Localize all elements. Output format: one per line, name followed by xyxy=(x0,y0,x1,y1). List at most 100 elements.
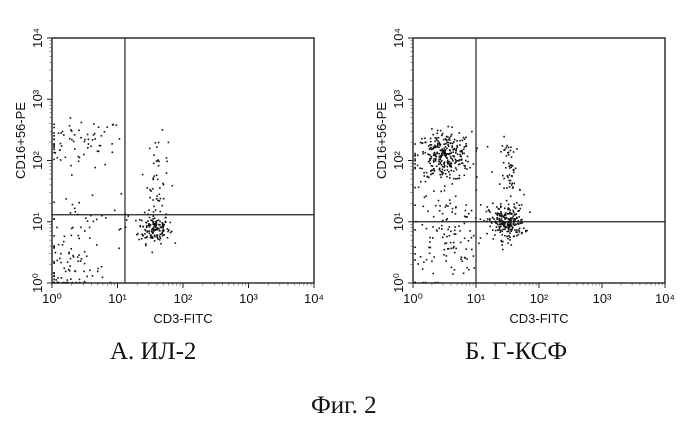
data-point xyxy=(476,176,478,178)
data-point xyxy=(452,160,454,162)
data-point xyxy=(440,144,442,146)
data-point xyxy=(506,145,508,147)
data-point xyxy=(474,267,476,269)
data-point xyxy=(419,167,421,169)
data-point xyxy=(67,279,69,281)
data-point xyxy=(153,222,155,224)
data-point xyxy=(162,228,164,230)
data-point xyxy=(425,181,427,183)
data-point xyxy=(428,145,430,147)
data-point xyxy=(72,227,74,229)
data-point xyxy=(516,202,518,204)
data-point xyxy=(452,158,454,160)
data-point xyxy=(421,138,423,140)
data-point xyxy=(90,146,92,148)
x-tick-label: 10¹ xyxy=(108,291,127,306)
data-point xyxy=(465,143,467,145)
data-point xyxy=(462,163,464,165)
data-point xyxy=(149,148,151,150)
data-point xyxy=(446,255,448,257)
data-point xyxy=(436,166,438,168)
data-point xyxy=(508,231,510,233)
data-point xyxy=(92,275,94,277)
data-point xyxy=(453,242,455,244)
data-point xyxy=(449,139,451,141)
data-point xyxy=(499,208,501,210)
data-point xyxy=(511,244,513,246)
data-point xyxy=(438,137,440,139)
data-point xyxy=(73,141,75,143)
data-point xyxy=(84,281,86,283)
data-point xyxy=(434,282,436,284)
data-point xyxy=(53,272,55,274)
data-point xyxy=(149,217,151,219)
data-point xyxy=(415,221,417,223)
data-point xyxy=(468,269,470,271)
data-point xyxy=(162,129,164,131)
data-point xyxy=(492,217,494,219)
data-point xyxy=(493,238,495,240)
y-tick-label: 10² xyxy=(391,150,406,169)
data-point xyxy=(464,138,466,140)
data-point xyxy=(510,223,512,225)
data-point xyxy=(53,159,55,161)
data-point xyxy=(451,166,453,168)
data-point xyxy=(160,237,162,239)
data-point xyxy=(104,131,106,133)
data-point xyxy=(514,218,516,220)
data-point xyxy=(86,276,88,278)
data-point xyxy=(463,165,465,167)
data-point xyxy=(57,277,59,279)
data-point xyxy=(70,165,72,167)
data-point xyxy=(60,159,62,161)
data-point xyxy=(448,146,450,148)
data-point xyxy=(87,134,89,136)
data-point xyxy=(503,162,505,164)
data-point xyxy=(158,228,160,230)
data-point xyxy=(70,258,72,260)
data-point xyxy=(100,145,102,147)
data-point xyxy=(427,210,429,212)
data-point xyxy=(460,156,462,158)
data-point xyxy=(116,125,118,127)
data-point xyxy=(510,210,512,212)
data-point xyxy=(81,258,83,260)
data-point xyxy=(439,174,441,176)
data-point xyxy=(53,279,55,281)
data-point xyxy=(438,227,440,229)
data-point xyxy=(456,160,458,162)
data-point xyxy=(69,265,71,267)
data-point xyxy=(453,178,455,180)
data-point xyxy=(431,128,433,130)
data-point xyxy=(501,214,503,216)
data-point xyxy=(424,197,426,199)
data-point xyxy=(442,220,444,222)
data-point xyxy=(159,221,161,223)
data-point xyxy=(489,211,491,213)
data-point xyxy=(500,226,502,228)
data-point xyxy=(450,135,452,137)
y-axis-label: CD16+56-PE xyxy=(374,102,389,179)
data-point xyxy=(423,206,425,208)
data-point xyxy=(417,155,419,157)
data-point xyxy=(444,151,446,153)
data-point xyxy=(445,206,447,208)
data-point xyxy=(501,234,503,236)
data-point xyxy=(510,217,512,219)
data-point xyxy=(414,246,416,248)
data-point xyxy=(135,220,137,222)
data-point xyxy=(447,163,449,165)
data-point xyxy=(163,225,165,227)
data-point xyxy=(498,226,500,228)
data-point xyxy=(520,208,522,210)
x-tick-label: 10¹ xyxy=(467,291,486,306)
data-point xyxy=(500,211,502,213)
data-point xyxy=(414,158,416,160)
data-point xyxy=(439,205,441,207)
data-point xyxy=(417,165,419,167)
data-point xyxy=(152,232,154,234)
data-point xyxy=(455,178,457,180)
data-point xyxy=(424,175,426,177)
data-point xyxy=(414,259,416,261)
data-point xyxy=(453,170,455,172)
